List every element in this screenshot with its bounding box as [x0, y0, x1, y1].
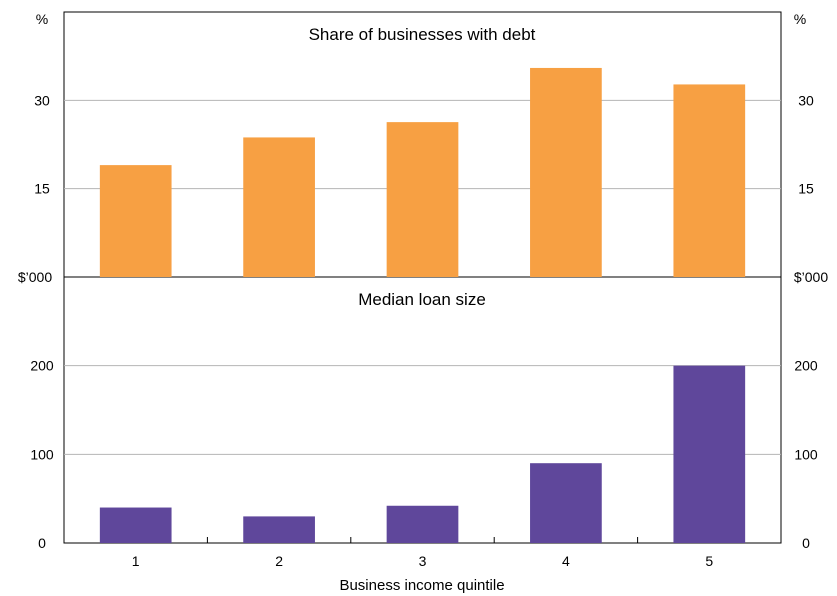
bottom-bar	[386, 505, 459, 543]
top-bar	[530, 67, 602, 277]
top-y-tick-right: 30	[798, 92, 814, 108]
bottom-y-tick-right: 100	[794, 446, 818, 462]
top-y-tick-left: 15	[34, 181, 50, 197]
top-panel-title: Share of businesses with debt	[309, 25, 536, 44]
top-right-unit-label: %	[794, 11, 806, 27]
x-tick-label: 5	[705, 553, 713, 569]
bottom-y-tick-right: 200	[794, 358, 818, 374]
x-tick-label: 4	[562, 553, 570, 569]
bottom-bar	[673, 365, 746, 543]
x-tick-label: 1	[132, 553, 140, 569]
top-bar	[99, 165, 172, 277]
bottom-y-tick-right: 0	[802, 535, 810, 551]
x-axis-title: Business income quintile	[339, 577, 504, 594]
bottom-bar	[99, 507, 172, 543]
top-bar	[386, 122, 459, 277]
chart-marks: 15 15 30 30 0 0 100 100 200 200 1 2 3 4 5	[30, 67, 818, 569]
top-bar	[243, 137, 315, 277]
x-tick-label: 2	[275, 553, 283, 569]
bottom-y-tick-left: 0	[38, 535, 46, 551]
top-bar	[673, 84, 746, 277]
bottom-y-tick-left: 200	[30, 358, 54, 374]
bottom-right-unit-label: $’000	[794, 269, 828, 285]
bottom-panel-title: Median loan size	[358, 290, 486, 309]
top-y-tick-right: 15	[798, 181, 814, 197]
bottom-left-unit-label: $’000	[18, 269, 52, 285]
bottom-y-tick-left: 100	[30, 446, 54, 462]
bottom-bar	[530, 463, 602, 543]
top-left-unit-label: %	[36, 11, 48, 27]
top-y-tick-left: 30	[34, 92, 50, 108]
bottom-bar	[243, 516, 315, 543]
x-tick-label: 3	[419, 553, 427, 569]
